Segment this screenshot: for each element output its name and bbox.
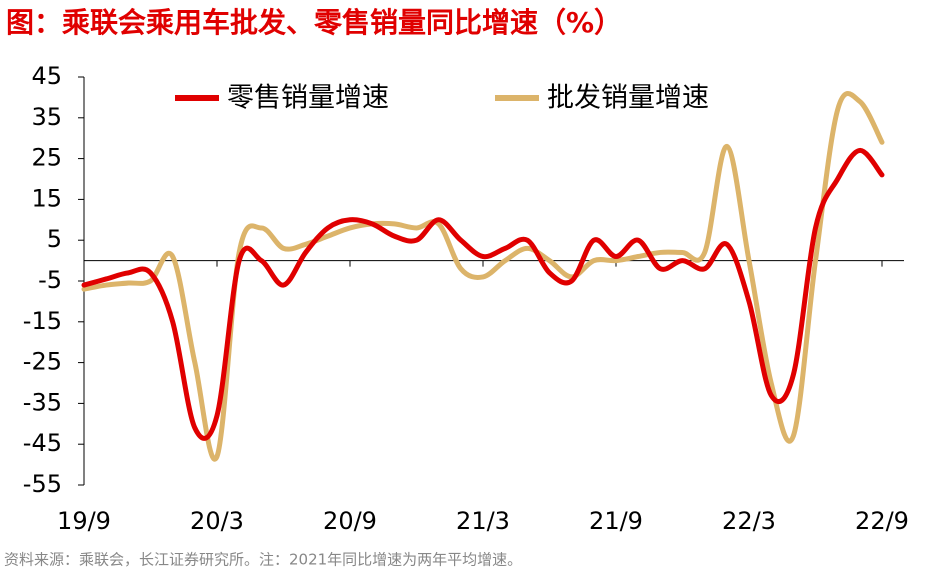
y-tick-label: 15 [31,184,62,212]
y-tick-label: 5 [47,225,62,253]
y-tick-label: -25 [23,348,62,376]
y-tick-label: -5 [38,266,62,294]
y-tick-label: 35 [31,103,62,131]
x-tick-label: 22/3 [722,507,776,535]
x-tick-label: 22/9 [855,507,909,535]
y-tick-label: -15 [23,307,62,335]
series-line [81,91,885,462]
y-tick-label: -35 [23,388,62,416]
x-tick-label: 21/3 [456,507,510,535]
legend-label: 批发销量增速 [547,83,709,114]
x-tick-label: 19/9 [57,507,111,535]
y-tick-label: -55 [23,470,62,498]
y-tick-label: 25 [31,144,62,172]
y-tick-label: -45 [23,429,62,457]
series-line [81,147,885,441]
x-tick-label: 20/9 [323,507,377,535]
source-note: 资料来源：乘联会，长江证券研究所。注：2021年同比增速为两年平均增速。 [4,551,522,569]
y-tick-label: 45 [31,62,62,90]
legend-label: 零售销量增速 [227,83,389,114]
x-tick-label: 20/3 [190,507,244,535]
chart-title: 图：乘联会乘用车批发、零售销量同比增速（%） [6,6,622,39]
x-tick-label: 21/9 [589,507,643,535]
